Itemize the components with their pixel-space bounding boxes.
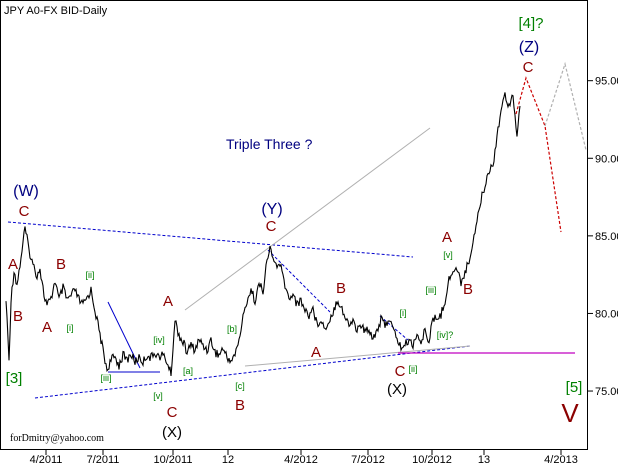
- wave-label: [iv]?: [437, 330, 454, 340]
- wave-label: C: [523, 59, 534, 76]
- chart-annotation: Triple Three ?: [226, 136, 313, 152]
- y-tick-label: 80.00: [595, 308, 618, 320]
- wave-label: [3]: [6, 370, 23, 387]
- x-tick-label: 13: [478, 454, 490, 465]
- y-tick-label: 95.00: [595, 76, 618, 88]
- alt-projection-path: [544, 61, 587, 151]
- y-tick-label: 85.00: [595, 231, 618, 243]
- wave-label: C: [19, 203, 30, 220]
- wave-label: (W): [13, 183, 39, 200]
- wave-label: [ii]: [86, 270, 95, 280]
- y-tick-label: 75.00: [595, 386, 618, 398]
- wave-label: [ii]: [409, 364, 418, 374]
- wave-label: (Z): [519, 39, 539, 56]
- small-wedge-line: [379, 315, 409, 341]
- wave-label: [i]: [66, 323, 73, 333]
- wave-label: C: [395, 363, 406, 380]
- wave-label: [iv]: [153, 335, 165, 345]
- trend-line: [184, 127, 431, 311]
- y-tick-label: 90.00: [595, 153, 618, 165]
- wave-label: [v]: [443, 250, 453, 260]
- upper-channel-line: [7, 221, 414, 258]
- wave-label: B: [235, 397, 245, 414]
- wave-label: [iii]: [426, 285, 437, 295]
- wave-label: A: [8, 256, 18, 273]
- wave-label: [c]: [235, 381, 245, 391]
- wave-label: (X): [387, 381, 407, 398]
- wave-label: [iii]: [101, 373, 112, 383]
- wave-label: [b]: [227, 324, 237, 334]
- plot-frame: [0, 0, 588, 450]
- wave-label: [i]: [399, 308, 406, 318]
- x-tick-label: 12: [222, 454, 234, 465]
- price-series: [5, 92, 521, 377]
- x-tick-label: 7/2011: [87, 454, 120, 465]
- wave-label: A: [163, 293, 173, 310]
- y-axis: 75.00 80.00 85.00 90.00 95.00: [588, 76, 618, 398]
- x-tick-label: 10/2011: [154, 454, 193, 465]
- chart-title: JPY A0-FX BID-Daily: [4, 5, 108, 17]
- wave-label: B: [56, 256, 66, 273]
- wave-label: A: [442, 229, 452, 246]
- wave-label: A: [311, 344, 321, 361]
- wave-label: (X): [162, 424, 182, 441]
- wave-label: C: [266, 218, 277, 235]
- projection-path: [515, 76, 562, 233]
- wave-label: (Y): [261, 201, 282, 218]
- x-tick-label: 10/2012: [412, 454, 452, 465]
- wave-label: B: [463, 281, 473, 298]
- x-tick-label: 7/2012: [351, 454, 385, 465]
- wave-label: C: [167, 404, 178, 421]
- price-line: [5, 92, 521, 377]
- x-tick-label: 4/2011: [30, 454, 63, 465]
- support-line: [244, 345, 471, 367]
- wave-label: B: [336, 280, 346, 297]
- wave-label: [4]?: [518, 15, 543, 32]
- lower-channel-line: [34, 345, 471, 399]
- wave-label: V: [561, 398, 579, 428]
- wave-label: B: [13, 308, 23, 325]
- x-axis: 4/2011 7/2011 10/2011 12 4/2012 7/2012 10/2012…: [30, 450, 578, 465]
- triangle-line: [107, 301, 141, 369]
- analysis-lines: [7, 61, 587, 399]
- wave-label: [a]: [183, 366, 193, 376]
- wave-label: [v]: [153, 391, 163, 401]
- wave-label: [5]: [566, 379, 583, 396]
- wave-label: A: [42, 319, 52, 336]
- author-credit: forDmitry@yahoo.com: [10, 433, 104, 444]
- x-tick-label: 4/2013: [544, 454, 578, 465]
- x-tick-label: 4/2012: [284, 454, 318, 465]
